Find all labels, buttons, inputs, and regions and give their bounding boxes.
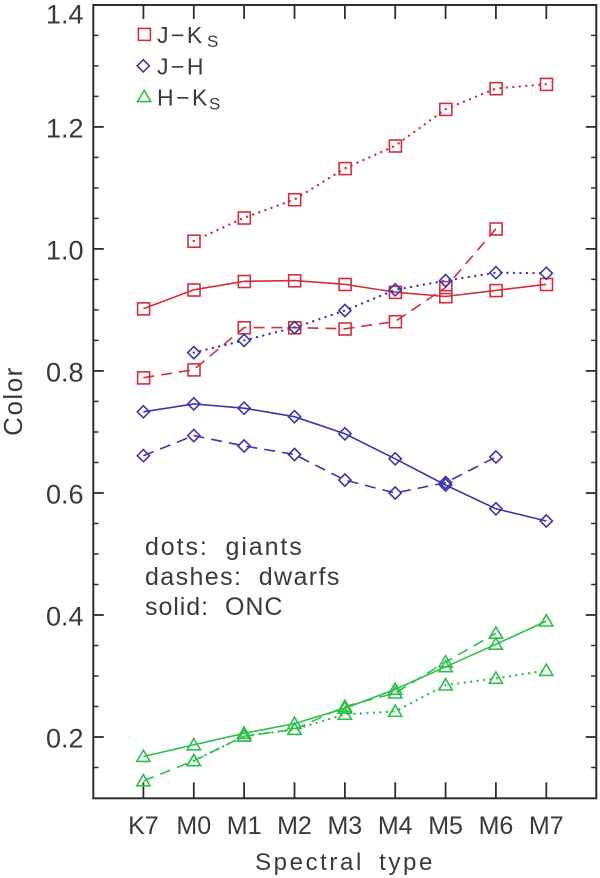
svg-text:M0: M0 bbox=[176, 812, 211, 840]
svg-text:H−K: H−K bbox=[157, 85, 210, 111]
svg-text:J−K: J−K bbox=[157, 22, 205, 48]
svg-text:M3: M3 bbox=[327, 812, 362, 840]
svg-text:Spectral type: Spectral type bbox=[255, 849, 435, 876]
svg-text:1.4: 1.4 bbox=[46, 0, 84, 30]
svg-text:S: S bbox=[207, 32, 218, 51]
svg-text:M4: M4 bbox=[378, 812, 413, 840]
svg-text:solid: ONC: solid: ONC bbox=[145, 593, 283, 621]
svg-text:0.8: 0.8 bbox=[46, 357, 84, 387]
svg-text:J−H: J−H bbox=[157, 54, 206, 80]
svg-text:1.0: 1.0 bbox=[46, 235, 84, 265]
svg-text:M6: M6 bbox=[479, 812, 514, 840]
svg-text:M1: M1 bbox=[227, 812, 262, 840]
svg-text:K7: K7 bbox=[128, 812, 159, 840]
svg-text:0.4: 0.4 bbox=[46, 601, 84, 631]
svg-text:M5: M5 bbox=[428, 812, 463, 840]
svg-text:M2: M2 bbox=[277, 812, 312, 840]
svg-text:dots: giants: dots: giants bbox=[145, 533, 304, 561]
svg-text:Color: Color bbox=[0, 366, 28, 436]
svg-text:S: S bbox=[209, 95, 220, 114]
svg-text:0.2: 0.2 bbox=[46, 723, 84, 753]
svg-text:dashes: dwarfs: dashes: dwarfs bbox=[145, 563, 341, 591]
svg-text:M7: M7 bbox=[529, 812, 564, 840]
svg-text:0.6: 0.6 bbox=[46, 479, 84, 509]
svg-text:1.2: 1.2 bbox=[46, 113, 84, 143]
